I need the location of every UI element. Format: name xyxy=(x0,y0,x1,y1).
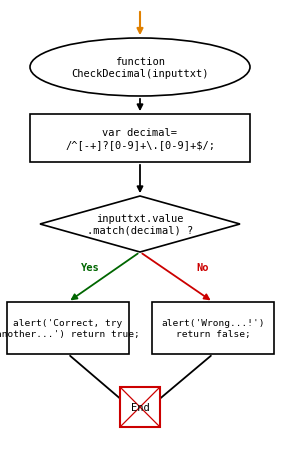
FancyBboxPatch shape xyxy=(30,115,250,162)
Polygon shape xyxy=(40,196,240,252)
Text: No: No xyxy=(197,263,209,272)
Text: alert('Wrong...!')
return false;: alert('Wrong...!') return false; xyxy=(161,319,265,338)
Text: function
CheckDecimal(inputtxt): function CheckDecimal(inputtxt) xyxy=(71,57,209,78)
Text: End: End xyxy=(131,402,149,412)
FancyBboxPatch shape xyxy=(120,387,160,427)
FancyBboxPatch shape xyxy=(7,302,129,354)
Text: inputtxt.value
.match(decimal) ?: inputtxt.value .match(decimal) ? xyxy=(87,214,193,235)
Ellipse shape xyxy=(30,39,250,97)
Text: Yes: Yes xyxy=(81,263,99,272)
FancyBboxPatch shape xyxy=(152,302,274,354)
Text: alert('Correct, try
another...') return true;: alert('Correct, try another...') return … xyxy=(0,319,140,338)
Text: var decimal=
/^[-+]?[0-9]+\.[0-9]+$/;: var decimal= /^[-+]?[0-9]+\.[0-9]+$/; xyxy=(65,128,215,150)
